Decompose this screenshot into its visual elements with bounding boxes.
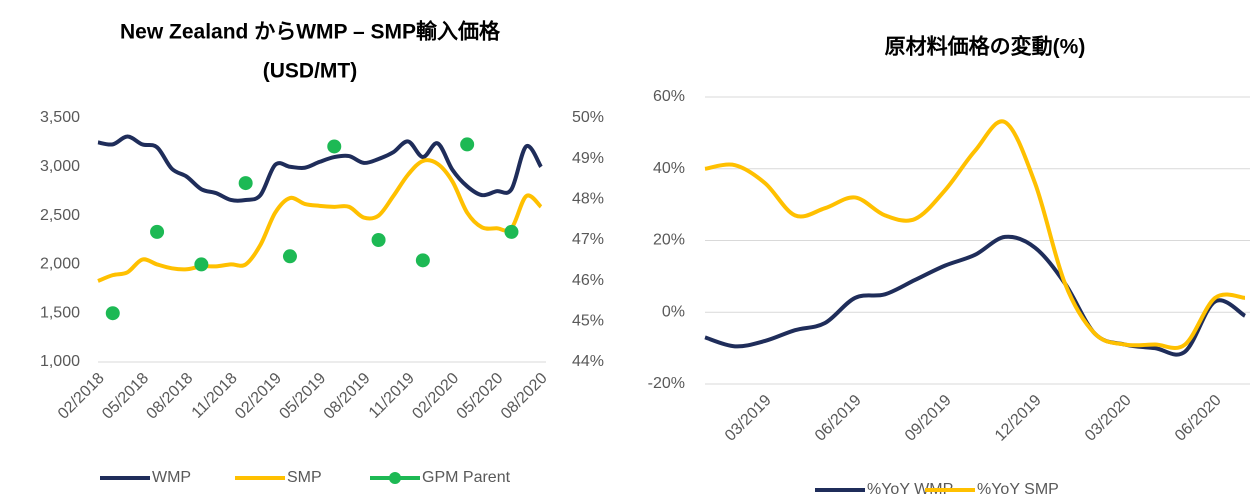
data-point — [415, 253, 430, 268]
x-tick-label: 08/2020 — [498, 370, 551, 423]
y-tick-label: 3,500 — [40, 109, 80, 126]
x-tick-label: 08/2019 — [321, 370, 374, 423]
y-tick-label: 40% — [653, 160, 685, 177]
x-tick-label: 02/2019 — [232, 370, 285, 423]
x-tick-label: 06/2020 — [1172, 392, 1225, 445]
data-point — [504, 224, 519, 239]
x-tick-label: 08/2018 — [143, 370, 196, 423]
chart-subtitle: (USD/MT) — [263, 60, 357, 83]
series-line — [704, 234, 1247, 357]
x-tick-label: 09/2019 — [902, 392, 955, 445]
x-tick-label: 05/2019 — [276, 370, 329, 423]
data-point — [460, 137, 475, 152]
x-tick-label: 02/2018 — [55, 370, 108, 423]
data-point — [194, 257, 209, 272]
legend-label: %YoY WMP — [867, 481, 953, 498]
legend-marker — [389, 472, 401, 484]
x-tick-label: 02/2020 — [409, 370, 462, 423]
data-point — [282, 249, 297, 264]
x-tick-label: 05/2020 — [454, 370, 507, 423]
series-line — [97, 134, 543, 203]
x-tick-label: 05/2018 — [99, 370, 152, 423]
y-tick-label: 1,000 — [40, 353, 80, 370]
y-tick-label: 0% — [662, 303, 685, 320]
y-tick-label: 60% — [653, 88, 685, 105]
y2-tick-label: 50% — [572, 109, 604, 126]
chart-title: 原材料価格の変動(%) — [885, 35, 1086, 59]
data-point — [150, 224, 165, 239]
x-tick-label: 03/2020 — [1082, 392, 1135, 445]
series-line — [97, 158, 543, 283]
y2-tick-label: 49% — [572, 150, 604, 167]
chart-title: New Zealand からWMP – SMP輸入価格 — [120, 20, 501, 44]
data-point — [371, 233, 386, 247]
y2-tick-label: 47% — [572, 231, 604, 248]
y-tick-label: 1,500 — [40, 304, 80, 321]
x-tick-label: 06/2019 — [812, 392, 865, 445]
x-tick-label: 03/2019 — [722, 392, 775, 445]
y-tick-label: -20% — [648, 375, 685, 392]
data-point — [105, 306, 120, 321]
x-tick-label: 12/2019 — [992, 392, 1045, 445]
x-tick-label: 11/2018 — [189, 370, 241, 422]
y-tick-label: 2,000 — [40, 256, 80, 273]
y2-tick-label: 48% — [572, 191, 604, 208]
y2-tick-label: 46% — [572, 272, 604, 289]
legend-label: SMP — [287, 469, 322, 486]
data-point — [327, 139, 342, 154]
x-tick-label: 11/2019 — [366, 370, 418, 422]
y-tick-label: 2,500 — [40, 207, 80, 224]
y-tick-label: 3,000 — [40, 158, 80, 175]
data-point — [238, 176, 253, 191]
series-line — [704, 119, 1246, 350]
y2-tick-label: 44% — [572, 353, 604, 370]
y-tick-label: 20% — [653, 232, 685, 249]
legend-label: %YoY SMP — [977, 481, 1059, 498]
y2-tick-label: 45% — [572, 313, 604, 330]
legend-label: GPM Parent — [422, 469, 511, 486]
legend-label: WMP — [152, 469, 191, 486]
